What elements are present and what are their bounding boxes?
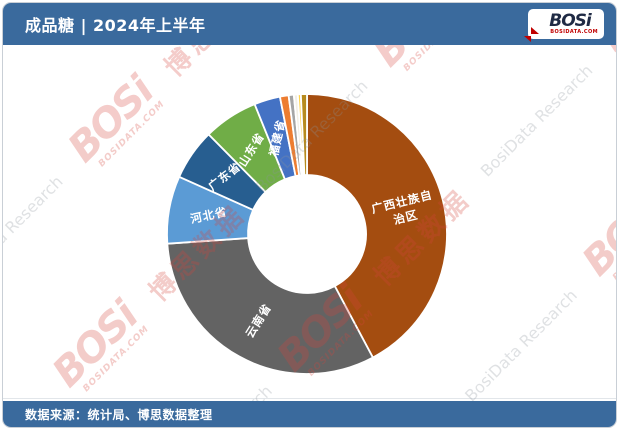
page-title: 成品糖 | 2024年上半年 [25,16,206,35]
donut-chart [166,93,448,375]
bosi-logo: BOSi BOSIDATA.COM [524,9,604,42]
donut-slice[interactable] [166,237,374,375]
report-card: 成品糖 | 2024年上半年 BOSi BOSIDATA.COM 广西壮族自 治… [2,2,617,428]
chart-area: 广西壮族自 治区 云南省 河北省 广东省 山东省 福建省 [3,45,616,401]
donut-slice[interactable] [306,93,448,359]
data-source: 数据来源：统计局、博思数据整理 [25,407,213,422]
logo-domain: BOSIDATA.COM [550,29,598,35]
logo-wordmark: BOSi [549,11,591,31]
donut-slice[interactable] [299,93,308,176]
footer: 数据来源：统计局、博思数据整理 [3,401,616,427]
header: 成品糖 | 2024年上半年 BOSi BOSIDATA.COM [3,3,616,45]
plot-area-border [3,398,616,399]
logo-triangle-icon [531,27,539,34]
logo-corner-triangle-icon [524,36,531,42]
